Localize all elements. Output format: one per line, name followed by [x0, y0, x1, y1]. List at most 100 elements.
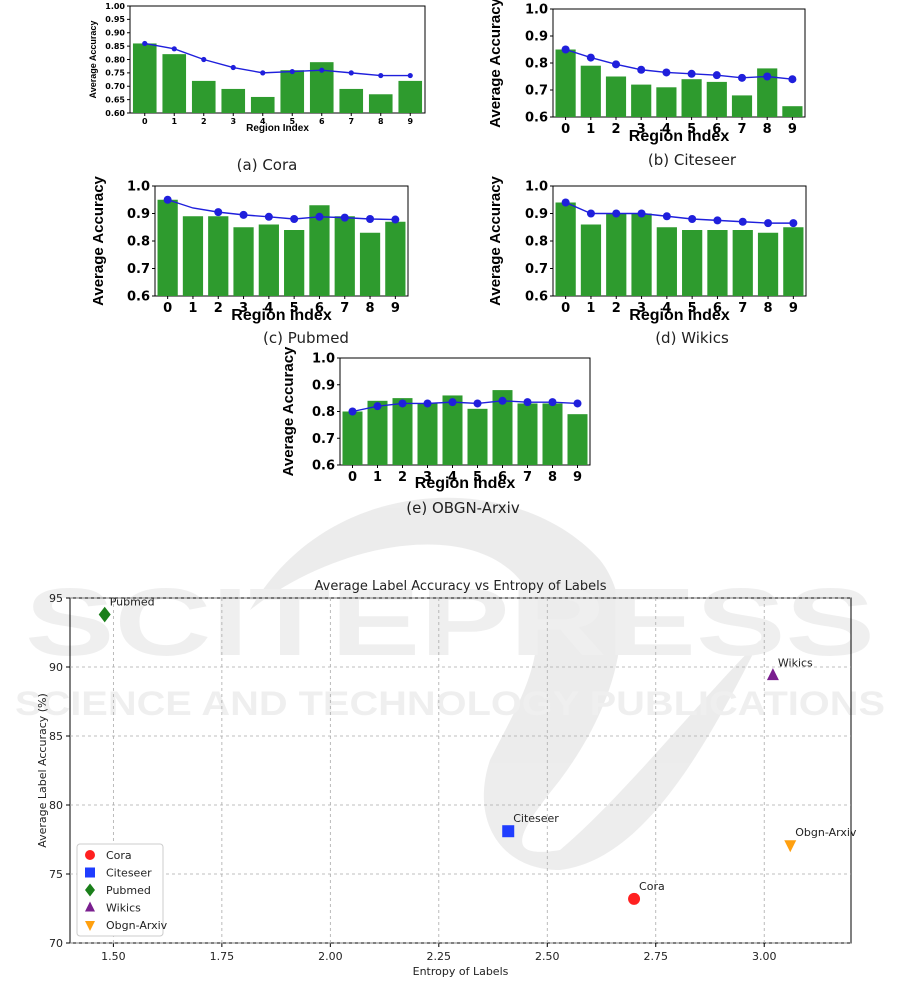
scatter-title: Average Label Accuracy vs Entropy of Lab… [315, 579, 607, 594]
trend-marker [612, 60, 620, 69]
trend-marker [738, 73, 746, 82]
x-tick-label: 2 [611, 122, 620, 137]
scatter-entropy-vs-accuracy: 1.50 1.75 2.00 2.25 2.50 2.75 3.00 70 75 80 85 90 95… [36, 579, 857, 978]
x-tick-label: 3 [637, 301, 646, 316]
x-tick-label: 1.50 [101, 950, 126, 963]
trend-line [565, 201, 794, 224]
trend-marker [498, 396, 507, 405]
y-tick-label: 0.9 [127, 207, 150, 222]
y-tick-label: 70 [49, 937, 63, 950]
scatter-point [628, 892, 641, 905]
x-tick-label: 0 [348, 470, 357, 485]
panel-b-citeseer: 0.6 0.7 0.8 0.9 1.0 0 1 2 3 4 5 6 7 8 9 Region Index Ave… [487, 0, 806, 169]
x-tick-label: 9 [391, 301, 400, 316]
x-tick-label: 7 [340, 301, 349, 316]
y-tick-label: 0.85 [105, 42, 125, 51]
panel-c-pubmed: 0.6 0.7 0.8 0.9 1.0 0 1 2 3 4 5 6 7 8 9 Region Index Ave… [90, 175, 409, 347]
y-axis-label: Average Label Accuracy (%) [36, 693, 49, 848]
x-axis-label: Region Index [629, 128, 730, 145]
trend-marker [637, 65, 646, 74]
x-tick-label: 6 [315, 301, 324, 316]
trend-marker [319, 67, 325, 73]
x-tick-label: 3 [239, 301, 248, 316]
x-tick-label: 1 [586, 301, 595, 316]
bar [191, 80, 216, 113]
legend-entry: Wikics [106, 902, 141, 915]
y-tick-label: 0.70 [105, 82, 125, 91]
y-axis-label: Average Accuracy [88, 21, 98, 99]
x-tick-label: 7 [737, 122, 746, 137]
x-tick-label: 5 [290, 301, 299, 316]
x-tick-label: 2.25 [427, 950, 452, 963]
x-tick-label: 1 [373, 470, 382, 485]
legend-marker [85, 867, 95, 878]
x-tick-label: 1 [188, 301, 197, 316]
trend-marker [348, 407, 357, 416]
bar [757, 68, 778, 117]
x-tick-label: 3 [423, 470, 432, 485]
y-tick-label: 0.6 [525, 290, 548, 305]
x-tick-label: 1 [171, 117, 177, 126]
bar [398, 80, 423, 113]
y-tick-label: 0.6 [312, 459, 335, 474]
bar [334, 216, 355, 296]
x-tick-label: 0 [163, 301, 172, 316]
legend-marker [85, 901, 95, 912]
trend-marker [662, 68, 671, 77]
trend-marker [171, 46, 177, 52]
bar [707, 230, 728, 296]
y-tick-label: 0.9 [525, 207, 548, 222]
y-tick-label: 0.7 [525, 84, 548, 99]
trend-marker [290, 215, 299, 223]
trend-marker [523, 398, 532, 407]
panel-caption: (e) OBGN-Arxiv [406, 499, 520, 517]
bar [132, 43, 157, 114]
x-tick-label: 9 [407, 117, 413, 126]
trend-marker [712, 71, 721, 80]
trend-marker [612, 209, 621, 218]
trend-marker [688, 215, 697, 223]
trend-marker [340, 213, 349, 222]
bar [233, 227, 254, 296]
trend-marker [713, 216, 722, 225]
trend-marker [573, 399, 582, 408]
legend-marker [85, 883, 95, 897]
y-tick-label: 0.7 [127, 262, 150, 277]
trend-marker [163, 195, 172, 204]
trend-marker [423, 399, 432, 408]
x-tick-label: 5 [687, 122, 696, 137]
y-tick-label: 85 [49, 730, 63, 743]
x-tick-label: 6 [498, 470, 507, 485]
bar [606, 213, 627, 296]
trend-marker [142, 40, 148, 47]
legend-marker [85, 850, 95, 860]
trend-marker [289, 68, 295, 75]
bar [631, 213, 652, 296]
trend-marker [738, 217, 747, 226]
legend-marker [85, 921, 95, 931]
bar [385, 221, 406, 296]
x-tick-label: 8 [366, 301, 375, 316]
y-tick-label: 0.90 [105, 29, 125, 38]
x-tick-label: 0 [561, 301, 570, 316]
trend-marker [214, 208, 223, 217]
x-tick-label: 3.00 [752, 950, 777, 963]
y-tick-label: 0.8 [525, 235, 548, 250]
x-tick-label: 8 [548, 470, 557, 485]
trend-marker [315, 212, 324, 221]
bar [359, 232, 381, 296]
bar [580, 65, 601, 117]
trend-marker [789, 219, 798, 228]
bar [208, 216, 229, 296]
bar [309, 205, 330, 296]
x-tick-label: 4 [260, 117, 266, 126]
bar [442, 395, 463, 465]
bar [580, 224, 602, 296]
trend-marker [561, 198, 570, 207]
bar [342, 411, 363, 465]
bar [542, 403, 563, 465]
trend-marker [264, 212, 273, 221]
legend-box [76, 843, 164, 937]
trend-marker [239, 210, 248, 219]
